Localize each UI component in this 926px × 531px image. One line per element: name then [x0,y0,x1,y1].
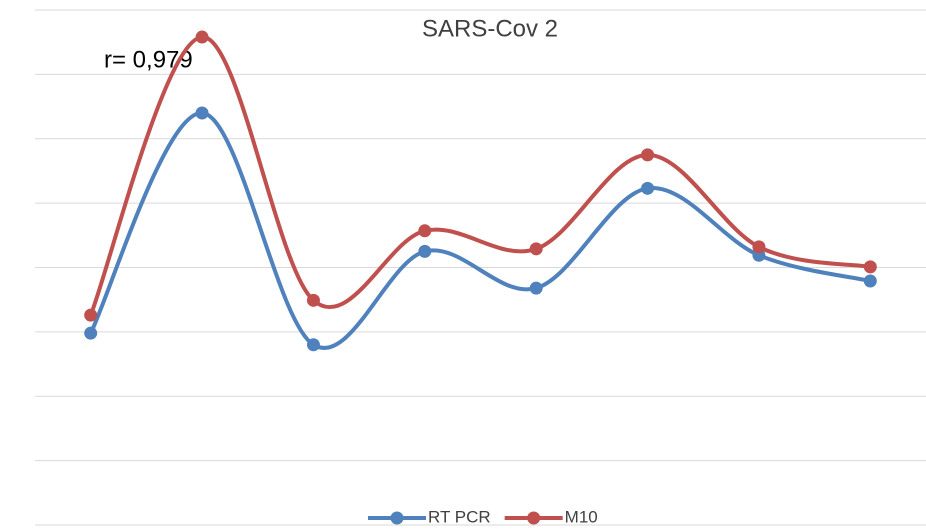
point [418,224,432,238]
legend-label: RT PCR [428,507,491,526]
series-line [88,110,871,350]
legend-marker [390,511,404,525]
series-line [88,35,871,316]
point [84,326,98,340]
point [306,338,320,352]
point [863,274,877,288]
point [84,308,98,322]
point [195,30,209,44]
point [306,293,320,307]
legend-marker [527,511,541,525]
point [641,181,655,195]
point [752,240,766,254]
point [195,106,209,120]
chart-title: SARS-Cov 2 [422,15,558,42]
point [529,242,543,256]
point [863,260,877,274]
legend-label: M10 [565,507,598,526]
point [418,244,432,258]
point [529,281,543,295]
grid [35,9,926,526]
point [641,148,655,162]
